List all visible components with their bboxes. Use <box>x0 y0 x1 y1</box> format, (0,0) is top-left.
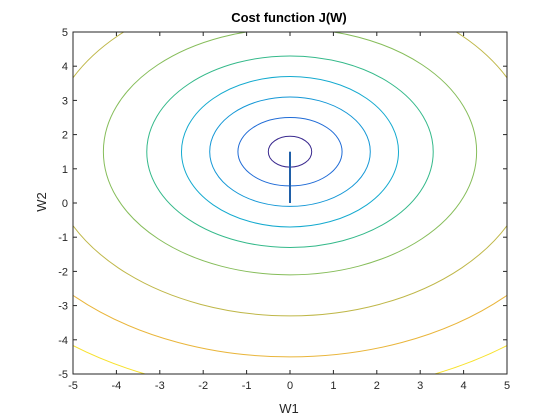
contour-level-5 <box>146 55 434 248</box>
y-tick-label: -3 <box>58 301 68 313</box>
x-tick-label: -4 <box>112 380 122 392</box>
contour-level-8 <box>73 294 507 358</box>
y-tick-label: -2 <box>58 266 68 278</box>
x-tick-label: 2 <box>374 380 380 392</box>
x-tick-label: -3 <box>155 380 165 392</box>
y-tick-label: 4 <box>62 61 68 73</box>
contour-level-7 <box>73 32 507 317</box>
x-tick-label: 4 <box>461 380 467 392</box>
y-tick-label: 1 <box>62 164 68 176</box>
y-tick-label: 0 <box>62 198 68 210</box>
x-tick-label: 5 <box>504 380 510 392</box>
contour-lines <box>73 32 507 374</box>
contour-level-3 <box>209 96 371 207</box>
contour-level-9 <box>73 344 507 374</box>
y-axis-label: W2 <box>34 192 49 212</box>
x-tick-label: 3 <box>417 380 423 392</box>
x-tick-label: -5 <box>68 380 78 392</box>
x-tick-label: -2 <box>198 380 208 392</box>
x-tick-label: -1 <box>242 380 252 392</box>
y-tick-label: -1 <box>58 232 68 244</box>
y-tick-label: 3 <box>62 95 68 107</box>
chart-title: Cost function J(W) <box>231 10 347 25</box>
y-tick-label: 2 <box>62 130 68 142</box>
y-tick-label: -5 <box>58 369 68 381</box>
contour-level-6 <box>102 32 478 276</box>
contour-level-4 <box>181 75 399 228</box>
x-tick-label: 1 <box>330 380 336 392</box>
plot-area: -5 -4 -3 -2 -1 0 1 2 3 4 5 -5 -4 -3 -2 -1 0 1 2 3 4 5 <box>58 27 510 392</box>
y-tick-label: -4 <box>58 335 68 347</box>
y-tick-label: 5 <box>62 27 68 39</box>
x-tick-label: 0 <box>287 380 293 392</box>
x-axis-label: W1 <box>279 401 299 416</box>
